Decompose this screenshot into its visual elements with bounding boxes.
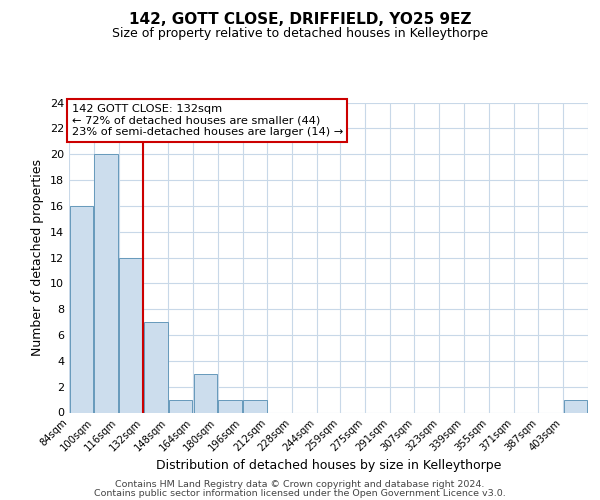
Bar (564, 400, 587, 412)
Bar (169, 400, 193, 412)
Bar (119, 258, 143, 412)
Bar (194, 374, 217, 412)
Bar (94, 154, 118, 412)
Bar (218, 400, 242, 412)
Bar (243, 400, 266, 412)
Text: 142, GOTT CLOSE, DRIFFIELD, YO25 9EZ: 142, GOTT CLOSE, DRIFFIELD, YO25 9EZ (129, 12, 471, 28)
Text: 142 GOTT CLOSE: 132sqm
← 72% of detached houses are smaller (44)
23% of semi-det: 142 GOTT CLOSE: 132sqm ← 72% of detached… (71, 104, 343, 138)
Bar (70, 206, 93, 412)
X-axis label: Distribution of detached houses by size in Kelleythorpe: Distribution of detached houses by size … (156, 458, 501, 471)
Text: Contains public sector information licensed under the Open Government Licence v3: Contains public sector information licen… (94, 489, 506, 498)
Bar (144, 322, 167, 412)
Text: Contains HM Land Registry data © Crown copyright and database right 2024.: Contains HM Land Registry data © Crown c… (115, 480, 485, 489)
Y-axis label: Number of detached properties: Number of detached properties (31, 159, 44, 356)
Text: Size of property relative to detached houses in Kelleythorpe: Size of property relative to detached ho… (112, 28, 488, 40)
